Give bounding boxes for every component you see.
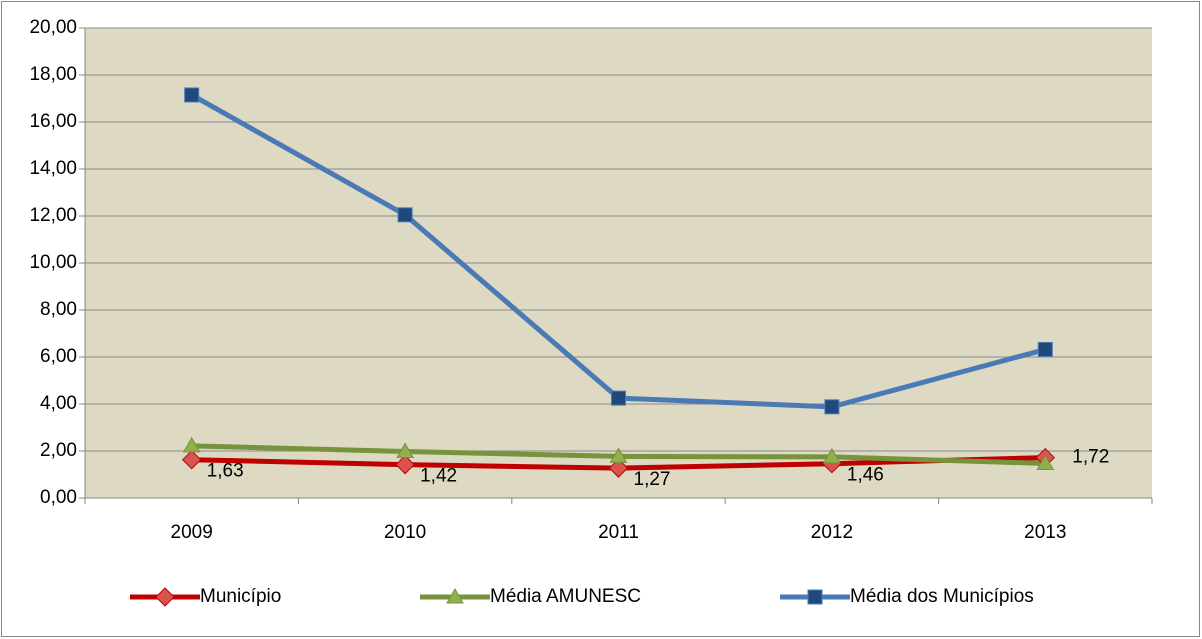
marker — [182, 436, 201, 453]
data-label: 1,72 — [1072, 447, 1109, 468]
y-tick-label: 8,00 — [40, 299, 77, 320]
data-label: 1,63 — [207, 461, 244, 482]
marker — [395, 454, 415, 475]
y-tick-label: 2,00 — [40, 440, 77, 461]
x-tick-label: 2011 — [598, 522, 639, 543]
marker — [155, 587, 175, 607]
marker — [184, 87, 200, 103]
y-tick-label: 10,00 — [29, 252, 77, 273]
marker — [824, 399, 840, 415]
x-tick-label: 2010 — [384, 522, 426, 543]
x-tick-label: 2009 — [171, 522, 213, 543]
marker — [823, 447, 841, 464]
y-tick-label: 20,00 — [29, 17, 77, 38]
data-label: 1,27 — [634, 469, 671, 490]
y-tick-label: 0,00 — [40, 487, 77, 508]
marker — [609, 447, 628, 463]
y-tick-label: 12,00 — [29, 205, 77, 226]
legend-label: Média dos Municípios — [850, 586, 1034, 607]
marker — [1036, 454, 1055, 470]
marker — [807, 589, 823, 605]
marker — [396, 442, 414, 458]
marker — [611, 390, 626, 406]
y-tick-label: 14,00 — [29, 158, 77, 179]
data-label: 1,42 — [420, 466, 457, 487]
y-tick-label: 18,00 — [29, 64, 77, 85]
x-tick-label: 2012 — [811, 522, 853, 543]
y-tick-label: 6,00 — [40, 346, 77, 367]
legend-label: Média AMUNESC — [490, 586, 641, 607]
data-label: 1,46 — [847, 465, 884, 486]
legend-label: Município — [200, 586, 281, 607]
marker — [397, 207, 413, 223]
y-tick-label: 4,00 — [40, 393, 77, 414]
marker — [446, 587, 464, 604]
y-tick-label: 16,00 — [29, 111, 77, 132]
x-tick-label: 2013 — [1024, 522, 1066, 543]
marker — [608, 458, 629, 478]
marker — [1037, 341, 1053, 357]
marker — [181, 449, 202, 470]
